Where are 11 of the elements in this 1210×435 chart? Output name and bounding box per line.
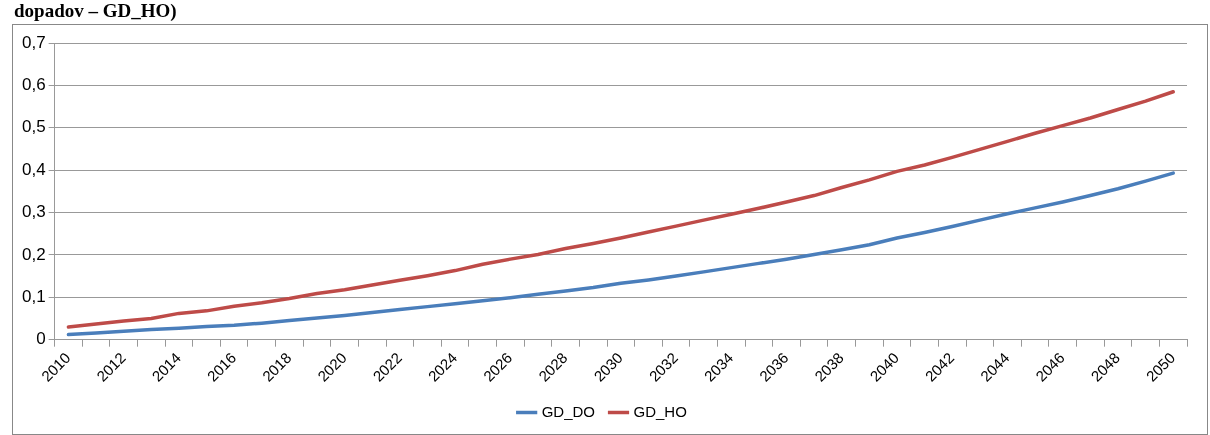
y-tick-label: 0 — [36, 329, 46, 349]
y-tick-label: 0,7 — [21, 32, 46, 52]
y-tick-label: 0,4 — [21, 159, 46, 179]
chart-title: dopadov – GD_HO) — [14, 0, 177, 22]
y-tick-label: 0,3 — [21, 202, 46, 222]
y-tick-label: 0,5 — [21, 117, 46, 137]
legend-label: GD_DO — [541, 402, 595, 420]
y-tick-label: 0,6 — [21, 75, 46, 95]
y-tick-label: 0,2 — [21, 244, 46, 264]
legend-label: GD_HO — [633, 402, 687, 420]
y-tick-label: 0,1 — [21, 286, 46, 306]
